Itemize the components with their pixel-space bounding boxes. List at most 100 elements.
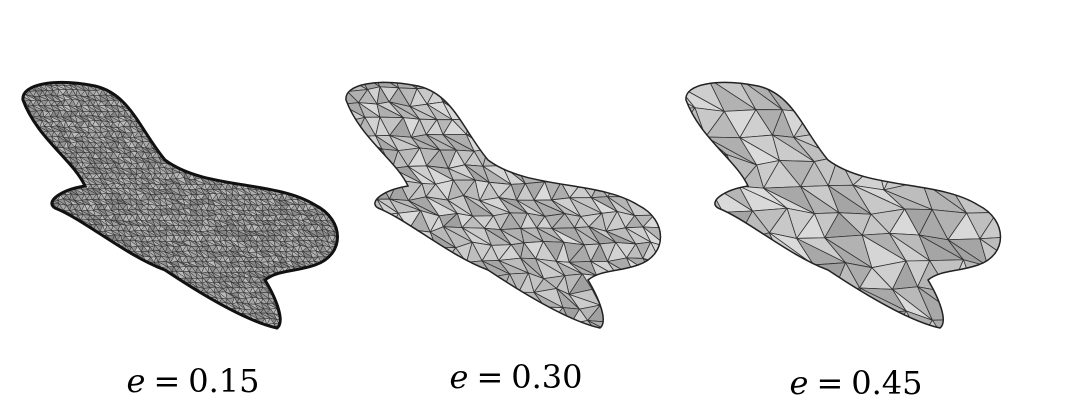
mesh-triangle (284, 88, 293, 96)
mesh-triangle (297, 95, 308, 101)
mesh-triangle (186, 69, 192, 75)
mesh-triangle (299, 173, 307, 179)
mesh-triangle (323, 152, 331, 160)
mesh-triangle (104, 64, 114, 70)
mesh-triangle (230, 147, 241, 154)
mesh-triangle (284, 167, 296, 174)
mesh-triangle (306, 60, 312, 64)
mesh-triangle (38, 146, 50, 154)
mesh-triangle (296, 178, 307, 185)
mesh-triangle (170, 99, 178, 106)
mesh-triangle (22, 126, 32, 134)
mesh-triangle (270, 89, 276, 96)
mesh-triangle (15, 211, 19, 216)
mesh-triangle (206, 65, 217, 70)
mesh-triangle (16, 75, 24, 79)
mesh-triangle (15, 101, 19, 106)
mesh-triangle (302, 167, 313, 174)
mesh-triangle (250, 173, 260, 180)
mesh-triangle (241, 115, 253, 123)
mesh-triangle (308, 125, 318, 133)
mesh-triangle (317, 184, 325, 190)
mesh-triangle (180, 60, 187, 63)
mesh-triangle (176, 84, 187, 90)
mesh-triangle (283, 82, 293, 86)
mesh-triangle (176, 95, 188, 103)
mesh-triangle (177, 60, 183, 65)
mesh-triangle (327, 183, 333, 191)
mesh-triangle (57, 167, 68, 175)
mesh-triangle (302, 60, 308, 64)
mesh-triangle (242, 142, 250, 149)
mesh-triangle (116, 85, 128, 92)
mesh-triangle (237, 126, 248, 133)
mesh-triangle (104, 70, 112, 76)
mesh-triangle (91, 256, 101, 262)
mesh-triangle (146, 105, 158, 112)
mesh-triangle (309, 109, 317, 118)
mesh-triangle (105, 250, 115, 258)
mesh-triangle (212, 157, 224, 164)
mesh-triangle (206, 116, 217, 123)
mesh-triangle (267, 69, 272, 75)
mesh-triangle (164, 145, 175, 154)
mesh-triangle (24, 172, 31, 179)
mesh-triangle (206, 157, 217, 164)
mesh-triangle (321, 168, 332, 173)
mesh-triangle (276, 130, 283, 139)
mesh-triangle (303, 94, 313, 102)
mesh-triangle (247, 100, 256, 107)
mesh-triangle (243, 64, 251, 69)
mesh-triangle (214, 65, 222, 70)
mesh-triangle (56, 69, 62, 74)
mesh-triangle (98, 260, 109, 268)
mesh-triangle (248, 60, 255, 65)
mesh-triangle (38, 230, 48, 237)
mesh-triangle (193, 106, 206, 113)
mesh-triangle (108, 60, 114, 64)
mesh-triangle (15, 81, 22, 86)
mesh-triangle (242, 105, 253, 112)
mesh-triangle (24, 193, 30, 200)
mesh-triangle (261, 64, 271, 69)
mesh-triangle (100, 60, 105, 64)
mesh-triangle (285, 178, 295, 185)
mesh-triangle (194, 167, 206, 175)
mesh-triangle (246, 121, 253, 127)
mesh-triangle (315, 168, 325, 175)
mesh-triangle (189, 125, 199, 132)
mesh-triangle (115, 84, 128, 92)
mesh-triangle (39, 146, 49, 154)
mesh-triangle (230, 74, 239, 80)
mesh-triangle (42, 69, 49, 74)
mesh-triangle (51, 69, 57, 74)
mesh-triangle (161, 142, 169, 147)
mesh-triangle (199, 157, 211, 164)
mesh-triangle (148, 110, 158, 117)
mesh-triangle (271, 168, 282, 175)
mesh-triangle (195, 110, 202, 117)
mesh-triangle (284, 167, 295, 175)
mesh-triangle (15, 75, 18, 81)
mesh-triangle (259, 120, 268, 128)
mesh-triangle (212, 94, 223, 102)
mesh-triangle (252, 89, 260, 96)
mesh-triangle (28, 69, 34, 75)
mesh-triangle (84, 69, 90, 74)
mesh-triangle (280, 173, 290, 180)
mesh-triangle (255, 131, 262, 139)
mesh-triangle (188, 64, 197, 71)
mesh-triangle (297, 85, 307, 92)
mesh-triangle (200, 126, 211, 133)
mesh-triangle (218, 167, 229, 173)
mesh-triangle (195, 65, 205, 71)
mesh-triangle (36, 234, 44, 241)
mesh-triangle (51, 177, 60, 186)
mesh-triangle (187, 60, 193, 64)
mesh-triangle (192, 90, 199, 98)
mesh-triangle (296, 115, 306, 124)
mesh-triangle (86, 74, 95, 80)
mesh-triangle (285, 172, 291, 180)
mesh-triangle (321, 135, 331, 143)
mesh-triangle (157, 136, 168, 143)
